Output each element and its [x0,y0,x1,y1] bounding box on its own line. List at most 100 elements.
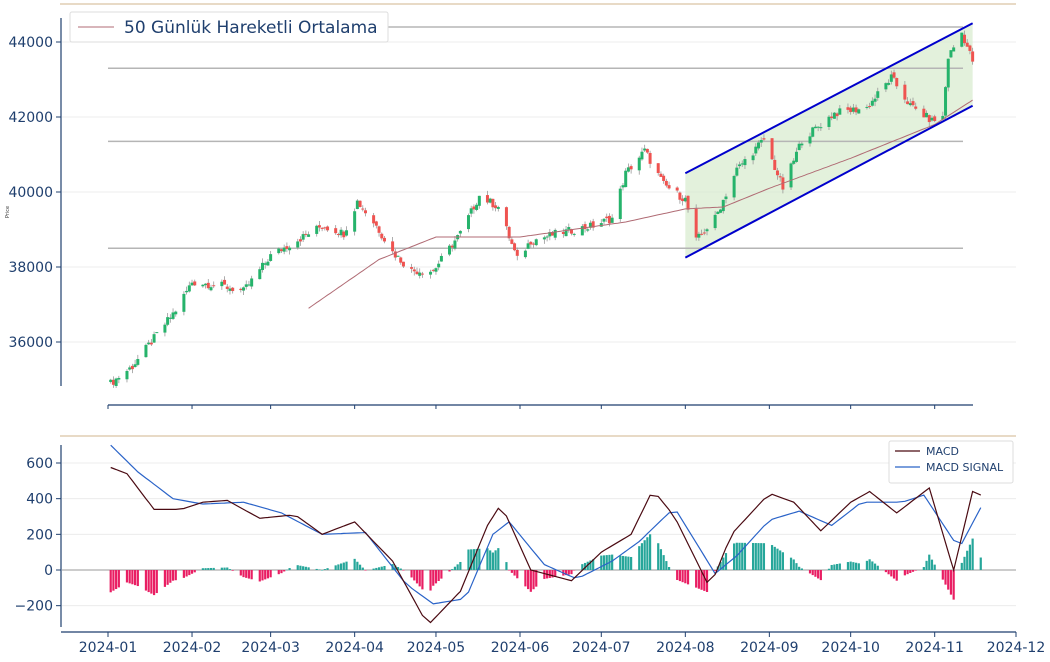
macd-histogram-bar [377,567,381,570]
macd-histogram-bar [396,567,400,570]
macd-histogram-bar [285,569,288,571]
candle-body [317,225,321,228]
macd-histogram-bar [933,564,936,570]
macd-signal-line [110,444,982,605]
macd-histogram-bar [383,565,386,570]
candle-body [466,215,470,230]
macd-histogram-bar [903,570,906,576]
macd-histogram-bar [380,566,383,570]
macd-histogram-bar [681,570,684,583]
macd-histogram-bar [551,570,554,578]
macd-histogram-bar [743,542,747,570]
candle-body [849,107,853,113]
macd-histogram-bar [470,549,473,570]
macd-histogram-bar [204,568,207,570]
macd-histogram-bar [364,570,367,571]
candle-body [125,370,129,380]
macd-legend: MACD MACD SIGNAL [888,440,1014,484]
candle-body [296,241,300,248]
macd-histogram-bar [849,561,852,570]
candle-body [437,263,441,268]
macd-histogram-bar [115,570,118,590]
candle-body [298,239,302,242]
macd-histogram-bar [789,557,793,570]
candle-body [477,195,481,206]
candle-body [220,281,224,287]
macd-histogram-bar [733,543,736,570]
macd-histogram-bar [486,548,489,570]
candle-body [949,50,953,58]
macd-histogram-bar [437,570,440,581]
candle-body [171,312,175,319]
candle-body [532,243,536,245]
macd-histogram-bar [231,570,234,571]
candle-body [412,269,416,272]
price-panel [108,22,975,388]
candle-body [925,112,929,118]
candle-body [342,231,346,238]
macd-histogram-bar [337,564,340,570]
candle-body [168,317,172,319]
macd-histogram-bar [394,565,397,570]
macd-histogram-bar [456,564,459,570]
candle-body [163,324,167,333]
macd-histogram-bar [147,570,150,593]
candle-body [279,249,283,252]
macd-histogram-bar [399,568,402,570]
candle-body [811,127,815,137]
candle-body [355,200,359,210]
candle-body [301,234,305,240]
candle-body [315,225,319,234]
candle-body [873,98,877,102]
candle-body [553,229,557,238]
candle-body [152,334,156,343]
macd-histogram-bar [944,570,947,585]
macd-histogram-bar [846,562,850,570]
macd-histogram-bar [914,570,917,571]
candle-body [204,283,208,286]
candle-body [694,208,698,238]
candle-body [656,163,660,174]
macd-histogram-bar [434,570,438,584]
macd-histogram-bar [421,570,424,590]
candle-body [358,200,362,207]
macd-histogram-bar [494,550,497,570]
macd-histogram-bar [760,543,763,570]
price-legend-box [69,11,389,43]
macd-histogram-bar [410,570,413,578]
candle-body [250,278,254,287]
candle-body [846,107,850,110]
macd-histogram-bar [947,570,950,590]
candle-body [155,332,159,334]
macd-histogram-bar [228,569,232,570]
macd-ytick-label: 0 [44,563,53,579]
macd-histogram-bar [838,563,841,570]
macd-histogram-bar [315,568,318,570]
candle-body [225,286,229,289]
candle-body [830,116,834,119]
macd-histogram-bar [722,557,725,570]
macd-histogram-bar [738,542,741,570]
moving-average-line [308,99,973,309]
candle-body [561,231,565,235]
macd-histogram-bar [979,557,982,570]
macd-histogram-bar [467,549,470,570]
macd-histogram-bar [892,570,896,579]
candle-body [288,247,292,251]
macd-histogram-bar [345,561,348,570]
candle-body [773,159,777,170]
candle-body [149,342,153,345]
candle-body [260,262,264,271]
candle-body [144,344,148,358]
macd-histogram-bar [646,537,649,570]
candle-body [410,267,414,269]
candle-body [401,261,405,267]
candle-body [399,257,403,263]
macd-histogram-bar [966,550,969,570]
macd-histogram-bar [621,555,625,570]
candle-body [716,211,720,215]
macd-histogram-bar [505,562,508,570]
macd-histogram-bar [478,548,481,570]
candle-body [228,288,232,291]
